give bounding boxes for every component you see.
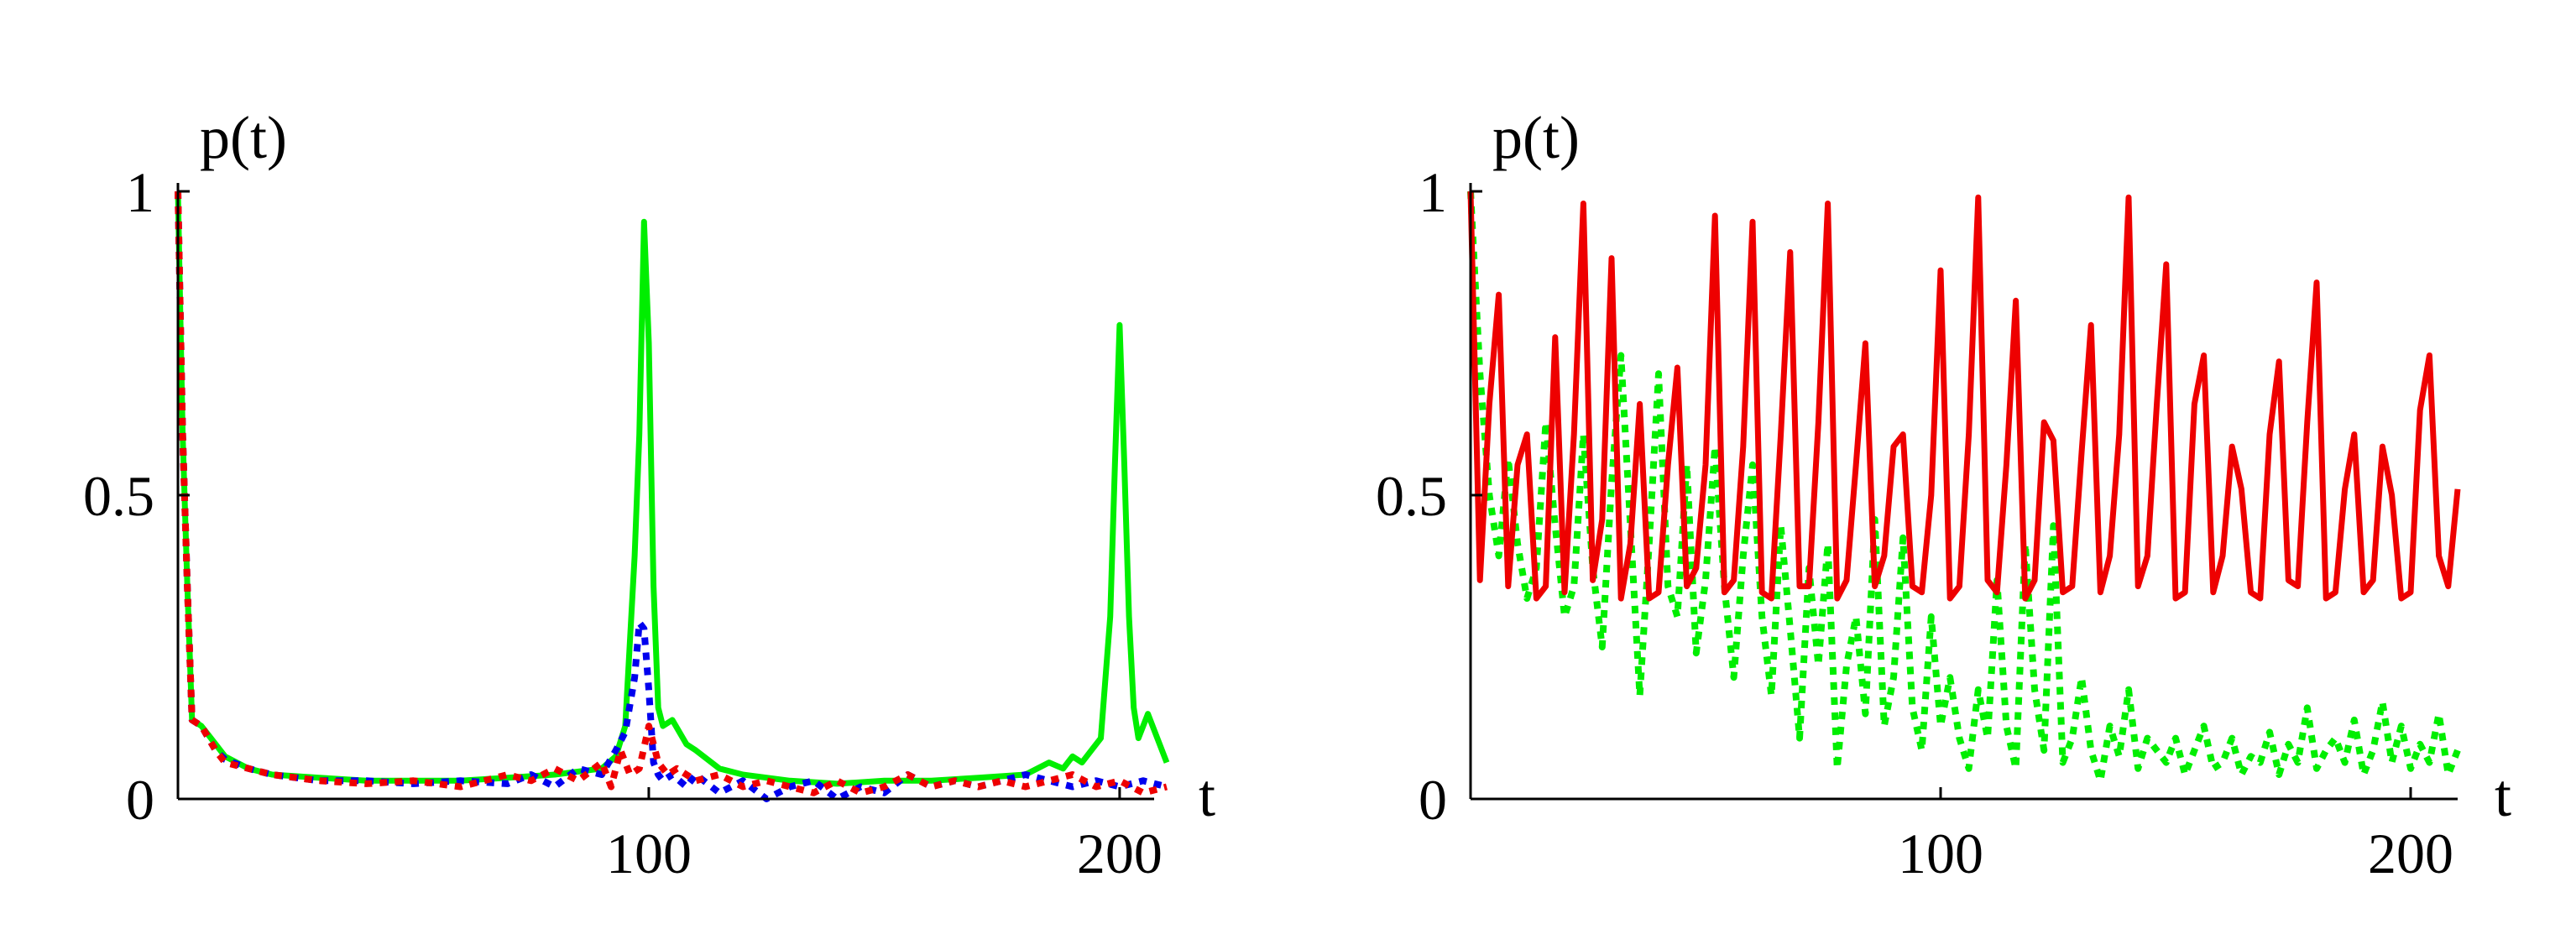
y-tick-label: 0.5	[1376, 464, 1447, 528]
y-tick-label: 0	[1419, 768, 1447, 832]
series-line-0	[175, 191, 1170, 787]
y-tick-label: 0.5	[83, 464, 154, 528]
series-line-2	[175, 191, 1168, 796]
x-tick-label: 200	[1077, 822, 1163, 885]
series-line-1	[175, 191, 1168, 802]
chart-right: 0 0.5 1 100 200 p(t) t	[1376, 104, 2511, 885]
y-tick-label: 1	[1419, 160, 1447, 224]
y-tick-label: 1	[126, 160, 154, 224]
y-tick-label: 0	[126, 768, 154, 832]
x-axis-label: t	[1199, 762, 1215, 829]
x-axis-label: t	[2495, 762, 2511, 829]
y-axis-label: p(t)	[1492, 104, 1580, 171]
series-line-1	[1467, 191, 2461, 602]
x-tick-label: 200	[2368, 822, 2453, 885]
x-tick-label: 100	[606, 822, 692, 885]
x-tick-label: 100	[1898, 822, 1983, 885]
chart-left: 0 0.5 1 100 200 p(t) t	[83, 104, 1215, 885]
y-axis-label: p(t)	[200, 104, 287, 171]
series-line-0	[1467, 191, 2461, 785]
